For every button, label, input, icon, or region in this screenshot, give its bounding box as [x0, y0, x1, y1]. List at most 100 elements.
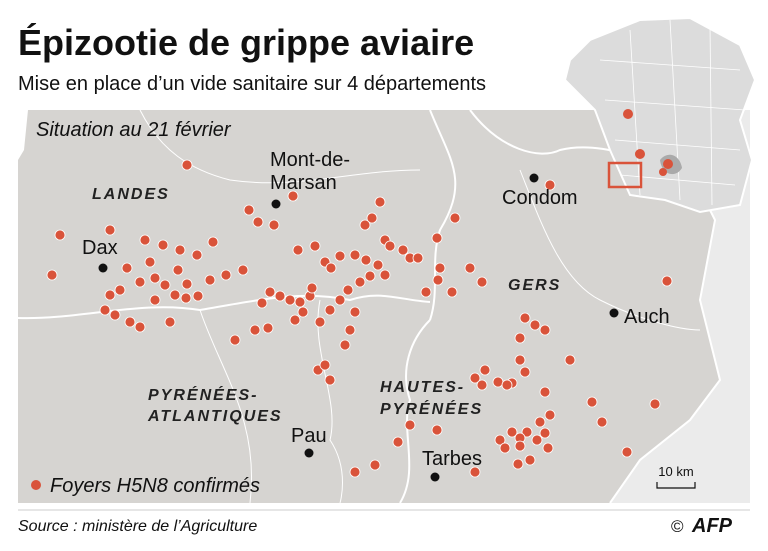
- outbreak-dot: [544, 409, 556, 421]
- outbreak-dot: [521, 426, 533, 438]
- outbreak-dot: [349, 466, 361, 478]
- outbreak-dot: [349, 249, 361, 261]
- city: Condom: [502, 187, 578, 209]
- outbreak-dot: [366, 212, 378, 224]
- city-marker: [271, 199, 281, 209]
- outbreak-dot: [501, 379, 513, 391]
- department: ATLANTIQUES: [147, 408, 283, 425]
- situation: Situation au 21 février: [36, 119, 232, 141]
- outbreak-dot: [449, 212, 461, 224]
- source: Source : ministère de l’Agriculture: [18, 518, 257, 535]
- city: Dax: [82, 237, 118, 259]
- outbreak-dot: [434, 262, 446, 274]
- outbreak-dot: [529, 319, 541, 331]
- outbreak-dot: [539, 427, 551, 439]
- legend-label: Foyers H5N8 confirmés: [50, 475, 260, 497]
- outbreak-dot: [207, 236, 219, 248]
- city-marker: [304, 448, 314, 458]
- outbreak-dot: [514, 440, 526, 452]
- outbreak-dot: [596, 416, 608, 428]
- department: GERS: [508, 277, 561, 294]
- outbreak-dot: [149, 272, 161, 284]
- outbreak-dot: [354, 276, 366, 288]
- outbreak-dot: [268, 219, 280, 231]
- outbreak-dot: [379, 269, 391, 281]
- outbreak-dot: [469, 372, 481, 384]
- outbreak-dot: [306, 282, 318, 294]
- outbreak-dot: [256, 297, 268, 309]
- outbreak-dot: [397, 244, 409, 256]
- outbreak-dot: [431, 232, 443, 244]
- outbreak-dot: [519, 312, 531, 324]
- outbreak-dot: [372, 259, 384, 271]
- city-marker: [430, 472, 440, 482]
- outbreak-dot: [524, 454, 536, 466]
- outbreaks: [46, 159, 673, 478]
- outbreak-dot: [359, 219, 371, 231]
- outbreak-dot: [339, 339, 351, 351]
- outbreak-dot: [243, 204, 255, 216]
- department: PYRÉNÉES-: [148, 385, 258, 404]
- outbreak-dot: [420, 286, 432, 298]
- outbreak-dot: [514, 354, 526, 366]
- outbreak-dot: [360, 254, 372, 266]
- outbreak-dot: [237, 264, 249, 276]
- outbreak-dot: [542, 442, 554, 454]
- outbreak-dot: [374, 196, 386, 208]
- city-marker: [98, 263, 108, 273]
- city-marker: [529, 173, 539, 183]
- outbreak-dot: [289, 314, 301, 326]
- outbreak-dot: [364, 270, 376, 282]
- outbreak-dot: [159, 279, 171, 291]
- outbreak-dot: [621, 446, 633, 458]
- outbreak-dot: [344, 324, 356, 336]
- outbreak-dot: [292, 244, 304, 256]
- outbreak-dot: [144, 256, 156, 268]
- outbreak-dot: [392, 436, 404, 448]
- outbreak-dot: [249, 324, 261, 336]
- city: Auch: [624, 306, 670, 328]
- outbreak-dot: [334, 294, 346, 306]
- outbreak-dot: [54, 229, 66, 241]
- outbreak-dot: [479, 364, 491, 376]
- outbreak-dot: [512, 458, 524, 470]
- outbreak-dot: [109, 309, 121, 321]
- outbreak-dot: [464, 262, 476, 274]
- outbreak-dot: [104, 224, 116, 236]
- outbreak-dot: [174, 244, 186, 256]
- outbreak-dot: [46, 269, 58, 281]
- outbreak-dot: [324, 304, 336, 316]
- outbreak-dot: [180, 292, 192, 304]
- outbreak-dot: [309, 240, 321, 252]
- scale-label: 10 km: [658, 464, 693, 479]
- outbreak-dot: [169, 289, 181, 301]
- outbreak-dot: [519, 366, 531, 378]
- outbreak-dot: [342, 284, 354, 296]
- outbreak-dot: [531, 434, 543, 446]
- inset-map: [563, 16, 757, 214]
- city: Marsan: [270, 172, 337, 194]
- outbreak-dot: [181, 278, 193, 290]
- outbreak-dot: [294, 296, 306, 308]
- outbreak-dot: [262, 322, 274, 334]
- legend-dot: [31, 480, 41, 490]
- outbreak-dot: [157, 239, 169, 251]
- outbreak-dot: [99, 304, 111, 316]
- subtitle: Mise en place d’un vide sanitaire sur 4 …: [18, 73, 486, 95]
- outbreak-dot: [506, 426, 518, 438]
- outbreak-dot: [192, 290, 204, 302]
- city: Tarbes: [422, 448, 482, 470]
- outbreak-dot: [134, 321, 146, 333]
- agency: AFP: [691, 515, 733, 537]
- outbreak-dot: [499, 442, 511, 454]
- outbreak-dot: [586, 396, 598, 408]
- outbreak-dot: [297, 306, 309, 318]
- outbreak-dot: [564, 354, 576, 366]
- outbreak-dot: [220, 269, 232, 281]
- outbreak-dot: [149, 294, 161, 306]
- city: Mont-de-: [270, 149, 350, 171]
- outbreak-dot: [134, 276, 146, 288]
- outbreak-dot: [139, 234, 151, 246]
- outbreak-dot: [476, 276, 488, 288]
